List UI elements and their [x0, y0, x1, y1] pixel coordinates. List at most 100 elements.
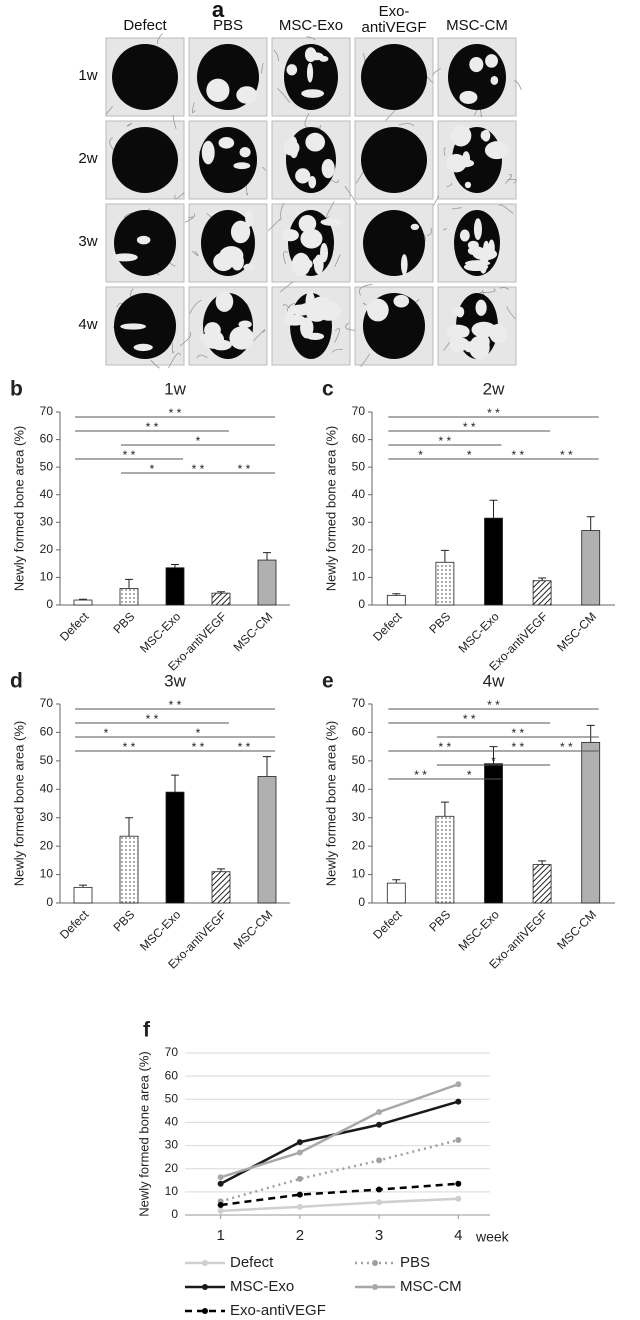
bone-texture — [507, 178, 517, 184]
y-axis-label: Newly formed bone area (%) — [136, 1051, 151, 1216]
significance-label: * * — [487, 406, 500, 420]
significance-label: * * — [560, 448, 573, 462]
chart-title: 4w — [483, 671, 505, 690]
new-bone — [230, 220, 251, 244]
new-bone — [300, 228, 323, 249]
error-bar — [171, 774, 179, 793]
line — [220, 1197, 459, 1213]
new-bone — [490, 75, 499, 85]
defect-hole — [112, 44, 178, 110]
error-bar — [79, 598, 87, 601]
defect-hole — [361, 127, 427, 193]
y-tick-label: 40 — [165, 1115, 179, 1129]
line — [220, 1083, 459, 1179]
x-tick-label: MSC-Exo — [456, 609, 502, 655]
y-axis-label: Newly formed bone area (%) — [323, 426, 338, 591]
y-tick-label: 50 — [352, 753, 366, 767]
defect-hole — [112, 127, 178, 193]
bar — [257, 559, 277, 606]
bone-texture — [499, 287, 510, 290]
bone-texture — [279, 281, 294, 293]
error-bar — [538, 860, 547, 865]
y-tick-label: 40 — [352, 781, 366, 795]
column-label: Exo- antiVEGF — [361, 3, 427, 36]
bone-texture — [277, 88, 291, 104]
y-tick-label: 60 — [165, 1068, 179, 1082]
new-bone — [459, 90, 478, 104]
defect-hole — [363, 210, 425, 276]
new-bone — [233, 162, 251, 170]
line — [220, 1182, 459, 1207]
point — [217, 1180, 224, 1187]
x-tick-label: Defect — [57, 907, 92, 942]
new-bone — [300, 317, 314, 339]
x-tick-label: PBS — [110, 907, 137, 934]
new-bone — [481, 129, 491, 142]
y-tick-label: 30 — [352, 514, 366, 528]
x-tick-label: PBS — [426, 907, 453, 934]
defect-hole — [199, 127, 257, 193]
new-bone — [327, 310, 336, 320]
y-tick-label: 70 — [40, 696, 54, 710]
new-bone — [464, 181, 472, 189]
error-bar — [217, 591, 225, 594]
error-bar — [263, 756, 271, 777]
y-tick-label: 50 — [40, 753, 54, 767]
new-bone — [321, 158, 335, 179]
bone-texture — [191, 102, 196, 114]
significance-label: * — [491, 754, 496, 768]
y-tick-label: 10 — [165, 1184, 179, 1198]
new-bone — [320, 218, 344, 226]
point — [455, 1137, 462, 1144]
bone-texture — [451, 207, 462, 210]
bone-texture — [355, 169, 365, 184]
point — [376, 1109, 383, 1116]
row-label: 2w — [78, 150, 98, 167]
new-bone — [201, 140, 215, 165]
y-tick-label: 30 — [40, 514, 54, 528]
bar — [165, 791, 185, 904]
bone-texture — [168, 262, 176, 267]
y-tick-label: 60 — [352, 432, 366, 446]
error-bar — [171, 563, 179, 568]
bone-texture — [126, 122, 132, 127]
bar — [165, 567, 185, 606]
new-bone — [469, 56, 484, 73]
ct-images — [105, 33, 522, 369]
error-bar — [440, 549, 449, 563]
error-bar — [538, 577, 547, 581]
y-tick-label: 50 — [352, 459, 366, 473]
bone-texture — [499, 204, 514, 214]
x-tick-label: PBS — [110, 609, 137, 636]
column-label: MSC-CM — [446, 17, 508, 34]
y-tick-label: 50 — [165, 1091, 179, 1105]
point — [296, 1149, 303, 1156]
new-bone — [479, 256, 488, 274]
legend-label: Exo-antiVEGF — [230, 1302, 326, 1319]
row-label: 1w — [78, 67, 98, 84]
bone-texture — [123, 212, 133, 218]
chart-title: 3w — [164, 671, 186, 690]
x-tick-label: 2 — [296, 1227, 304, 1244]
new-bone — [236, 86, 258, 104]
error-bar — [440, 801, 449, 817]
x-tick-label: Defect — [57, 609, 92, 644]
bone-texture — [168, 352, 181, 369]
significance-label: * — [196, 434, 201, 448]
new-bone — [243, 263, 255, 271]
bone-texture — [150, 359, 160, 369]
error-bar — [125, 817, 133, 837]
significance-label: * — [467, 768, 472, 782]
new-bone — [471, 321, 497, 338]
y-axis-label: Newly formed bone area (%) — [323, 721, 338, 886]
new-bone — [305, 132, 326, 152]
bone-texture — [306, 36, 316, 41]
point — [376, 1121, 383, 1128]
bone-texture — [267, 218, 282, 232]
point — [376, 1199, 383, 1206]
x-tick-label: 4 — [454, 1227, 462, 1244]
bar — [532, 580, 552, 606]
defect-hole — [361, 44, 427, 110]
